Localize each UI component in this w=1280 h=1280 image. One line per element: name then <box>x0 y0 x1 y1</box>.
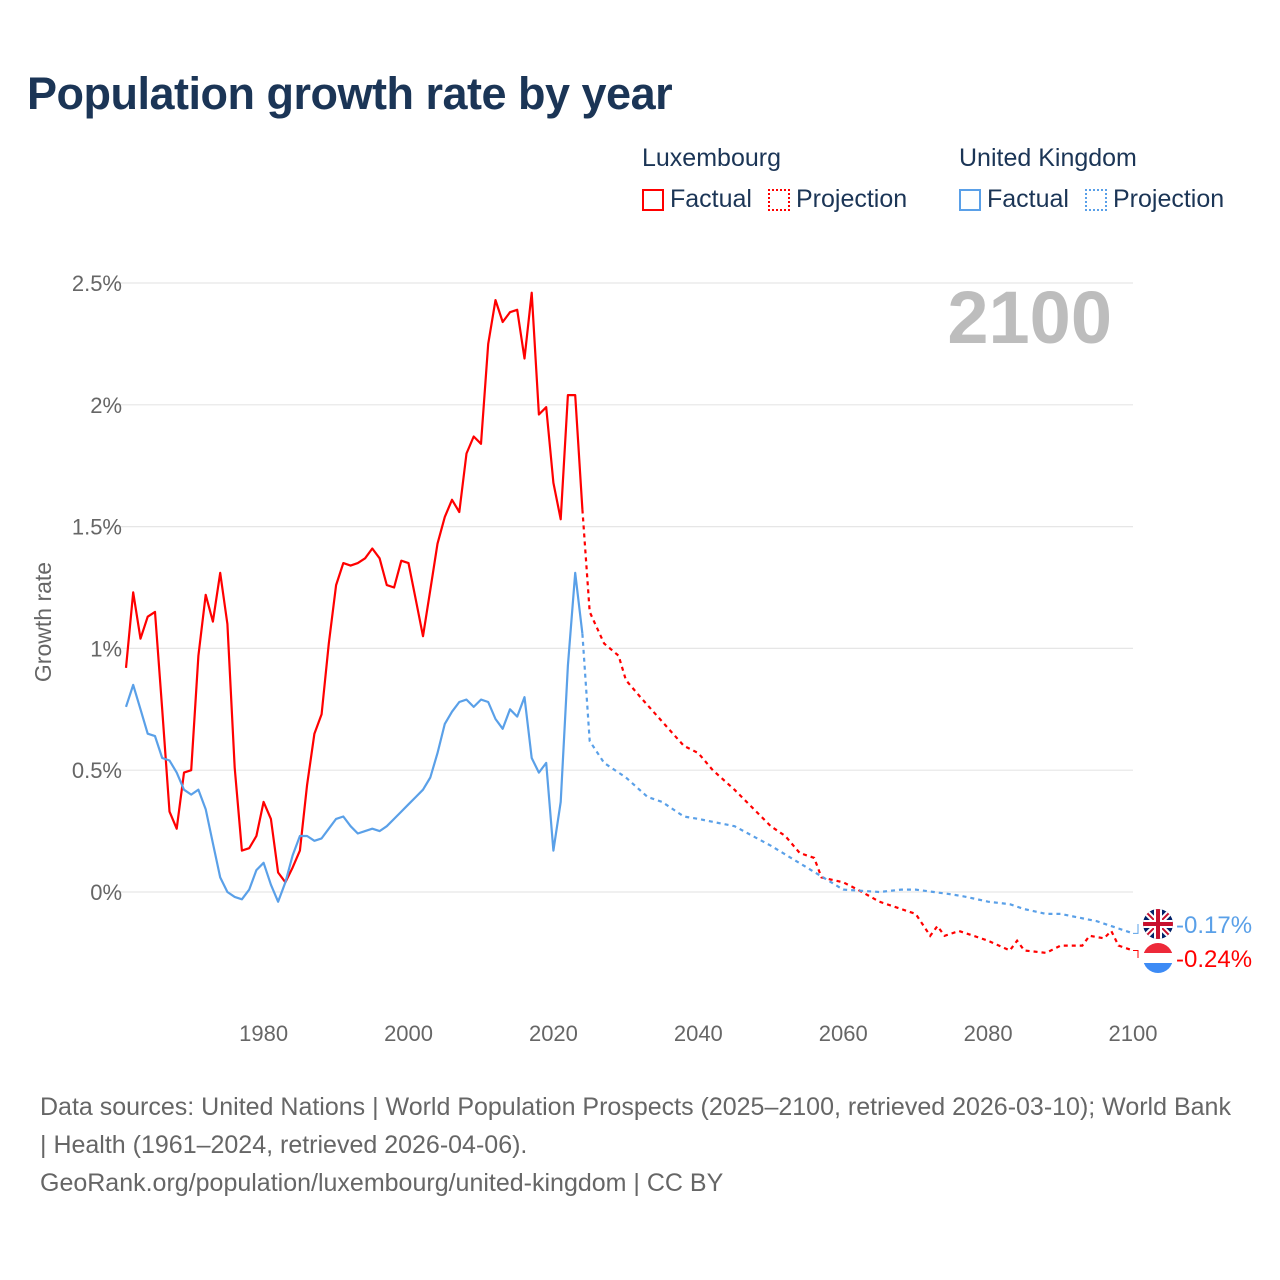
end-value-label: -0.24% <box>1176 946 1252 973</box>
legend-label: Factual <box>987 185 1069 213</box>
chart-title: Population growth rate by year <box>27 68 673 119</box>
x-tick-label: 1980 <box>239 1021 288 1046</box>
legend-item-projection[interactable]: Projection <box>1084 185 1225 214</box>
flag-stripe-blue <box>1143 963 1173 973</box>
flag-cross-red <box>1143 909 1173 939</box>
y-tick-label: 0.5% <box>72 758 122 783</box>
x-tick-label: 2060 <box>819 1021 868 1046</box>
legend-label: Factual <box>670 185 752 213</box>
x-tick-label: 2100 <box>1109 1021 1158 1046</box>
year-watermark: 2100 <box>947 276 1112 359</box>
legend-item-projection[interactable]: Projection <box>767 185 908 214</box>
luxembourg-flag-icon <box>1143 943 1173 973</box>
x-tick-label: 2020 <box>529 1021 578 1046</box>
footer: Data sources: United Nations | World Pop… <box>40 1088 1240 1202</box>
united-kingdom-projection-line <box>581 633 1134 935</box>
end-connector <box>1133 949 1139 958</box>
legend-swatch-dotted <box>767 188 790 211</box>
legend-label: Projection <box>795 185 908 213</box>
flag-stripe-red <box>1143 943 1173 953</box>
end-connector <box>1133 924 1139 934</box>
y-axis-label: Growth rate <box>30 562 56 682</box>
flag-stripe-white <box>1143 953 1173 963</box>
legend-luxembourg: Luxembourg Factual Projection <box>642 144 907 214</box>
legend-united-kingdom: United Kingdom Factual Projection <box>959 144 1224 214</box>
legend-swatch-solid <box>959 188 981 211</box>
united-kingdom-factual-line <box>124 571 584 903</box>
luxembourg-factual-line <box>124 291 584 884</box>
x-tick-label: 2080 <box>964 1021 1013 1046</box>
x-tick-label: 2000 <box>384 1021 433 1046</box>
y-tick-label: 2% <box>90 393 122 418</box>
credit-link[interactable]: GeoRank.org/population/luxembourg/united… <box>40 1169 724 1197</box>
y-tick-label: 1.5% <box>72 515 122 540</box>
y-tick-label: 1% <box>90 636 122 661</box>
luxembourg-flag-stripes <box>1143 943 1173 973</box>
legend-group-name: Luxembourg <box>642 144 781 172</box>
legend-item-factual[interactable]: Factual <box>642 185 752 214</box>
legend-swatch-dotted <box>1084 188 1107 211</box>
line-chart: 0% 0.5% 1% 1.5% 2% 2.5% 1980 2000 2020 2040 2060 20… <box>30 271 1252 1046</box>
luxembourg-projection-line <box>581 509 1134 955</box>
x-tick-label: 2040 <box>674 1021 723 1046</box>
data-sources: Data sources: United Nations | World Pop… <box>40 1093 1231 1159</box>
y-tick-label: 0% <box>90 880 122 905</box>
legend-label: Projection <box>1112 185 1225 213</box>
legend-group-name: United Kingdom <box>959 144 1137 172</box>
end-value-label: -0.17% <box>1176 912 1252 939</box>
y-tick-label: 2.5% <box>72 271 122 296</box>
legend-swatch-solid <box>642 188 664 211</box>
uk-flag-design <box>1143 909 1173 939</box>
united-kingdom-flag-icon <box>1143 909 1173 939</box>
legend-item-factual[interactable]: Factual <box>959 185 1069 214</box>
